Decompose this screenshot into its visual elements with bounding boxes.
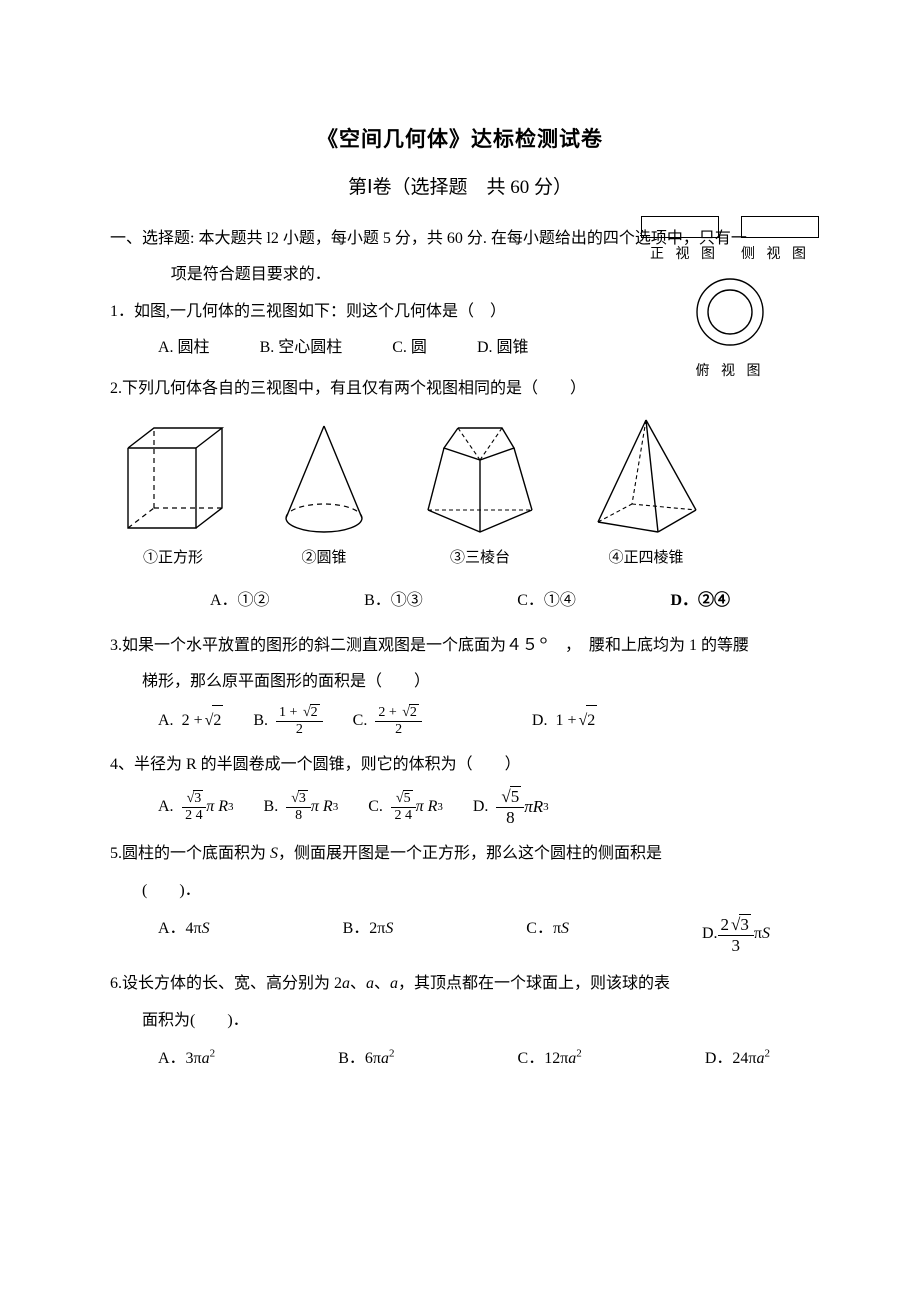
side-view-box bbox=[741, 216, 819, 238]
q4-d-letter: D. bbox=[473, 792, 489, 822]
q6-opt-d: D．24πa2 bbox=[705, 1044, 770, 1074]
q1: 1．如图,一几何体的三视图如下：则这个几何体是（ ） bbox=[110, 297, 810, 327]
doc-subtitle: 第Ⅰ卷（选择题 共 60 分） bbox=[110, 170, 810, 206]
q6-t2: ，其顶点都在一个球面上，则该球的表 bbox=[398, 975, 670, 992]
q2-fig3-label: ③三棱台 bbox=[420, 544, 540, 573]
pyramid-icon bbox=[586, 414, 706, 538]
q3-opt-b: B. 1 + 22 bbox=[253, 704, 322, 738]
q5-opt-c: C．πS bbox=[526, 914, 569, 955]
q6-opt-c: C．12πa2 bbox=[518, 1044, 582, 1074]
q3: 3.如果一个水平放置的图形的斜二测直观图是一个底面为４５ｏ ， 腰和上底均为 1… bbox=[110, 631, 810, 661]
q3-text-1: 3.如果一个水平放置的图形的斜二测直观图是一个底面为４５ bbox=[110, 637, 538, 654]
q5-opt-a: A．4πS bbox=[158, 914, 210, 955]
q3-opt-c: C. 2 + 22 bbox=[353, 704, 422, 738]
q6-a-var: a bbox=[202, 1050, 210, 1067]
q3-b-letter: B. bbox=[253, 706, 268, 736]
q6-line2: 面积为( )． bbox=[110, 1006, 810, 1036]
frustum-icon bbox=[420, 414, 540, 538]
q2-fig1-label: ①正方形 bbox=[118, 544, 228, 573]
q2-opt-b: B．①③ bbox=[364, 586, 423, 616]
q4-a-letter: A. bbox=[158, 792, 174, 822]
q6-d-var: a bbox=[757, 1050, 765, 1067]
q5: 5.圆柱的一个底面积为 S，侧面展开图是一个正方形，那么这个圆柱的侧面积是 bbox=[110, 839, 810, 869]
q6-a2: a bbox=[366, 975, 374, 992]
front-view-box bbox=[641, 216, 719, 238]
q6-s1: 、 bbox=[350, 975, 366, 992]
q6-d-pre: D．24π bbox=[705, 1050, 757, 1067]
q3-opt-d: D. 1 + 2 bbox=[532, 705, 597, 736]
q1-opt-c: C. 圆 bbox=[392, 333, 427, 363]
q3-text-1b: ， 腰和上底均为 1 的等腰 bbox=[549, 637, 749, 654]
q6-s2: 、 bbox=[374, 975, 390, 992]
q2-fig2-label: ②圆锥 bbox=[274, 544, 374, 573]
q6-a-sq: 2 bbox=[210, 1048, 216, 1060]
q6-b-pre: B．6π bbox=[338, 1050, 381, 1067]
q6-b-var: a bbox=[381, 1050, 389, 1067]
q5-d-pre: D. bbox=[702, 925, 718, 942]
doc-title: 《空间几何体》达标检测试卷 bbox=[110, 120, 810, 160]
q3-opt-a: A. 2 + 2 bbox=[158, 705, 223, 736]
q2-opt-c: C．①④ bbox=[517, 586, 576, 616]
side-view-label: 侧 视 图 bbox=[741, 242, 810, 269]
q5-b-pre: B．2π bbox=[343, 920, 386, 937]
q4: 4、半径为 R 的半圆卷成一个圆锥，则它的体积为（ ） bbox=[110, 750, 810, 780]
cube-icon bbox=[118, 418, 228, 538]
q5-paren: ( )． bbox=[110, 876, 810, 906]
q6-c-sq: 2 bbox=[576, 1048, 582, 1060]
q5-c-pre: C．π bbox=[526, 920, 561, 937]
q5-t2: ，侧面展开图是一个正方形，那么这个圆柱的侧面积是 bbox=[278, 845, 662, 862]
q5-a-pre: A．4π bbox=[158, 920, 202, 937]
q4-opt-d: D. 58 πR3 bbox=[473, 786, 549, 827]
q3-c-letter: C. bbox=[353, 706, 368, 736]
q4-opt-a: A. 32 4 π R 3 bbox=[158, 790, 234, 824]
q2-fig4-label: ④正四棱锥 bbox=[586, 544, 706, 573]
q6-d-sq: 2 bbox=[765, 1048, 771, 1060]
front-view-label: 正 视 图 bbox=[650, 242, 719, 269]
q4-c-letter: C. bbox=[368, 792, 383, 822]
q4-opt-b: B. 38 π R 3 bbox=[264, 790, 339, 824]
q5-opt-d: D.233πS bbox=[702, 914, 770, 955]
q3-a-letter: A. bbox=[158, 706, 174, 736]
q1-opt-a: A. 圆柱 bbox=[158, 333, 210, 363]
q6-opt-b: B．6πa2 bbox=[338, 1044, 394, 1074]
cone-icon bbox=[274, 418, 374, 538]
q4-opt-c: C. 52 4 π R 3 bbox=[368, 790, 443, 824]
q6-t1: 6.设长方体的长、宽、高分别为 2 bbox=[110, 975, 342, 992]
q5-opt-b: B．2πS bbox=[343, 914, 394, 955]
q6-a1: a bbox=[342, 975, 350, 992]
q3-line2: 梯形，那么原平面图形的面积是（ ） bbox=[110, 667, 810, 697]
q5-S: S bbox=[270, 845, 278, 862]
q2-opt-d: D．②④ bbox=[670, 586, 730, 616]
q2-opt-a: A．①② bbox=[210, 586, 270, 616]
q6-a3: a bbox=[390, 975, 398, 992]
q4-b-letter: B. bbox=[264, 792, 279, 822]
q6: 6.设长方体的长、宽、高分别为 2a、a、a，其顶点都在一个球面上，则该球的表 bbox=[110, 969, 810, 999]
q5-t1: 5.圆柱的一个底面积为 bbox=[110, 845, 270, 862]
q6-c-pre: C．12π bbox=[518, 1050, 569, 1067]
q2-figures: ①正方形 ②圆锥 ③三棱台 bbox=[110, 414, 810, 573]
q3-d-letter: D. bbox=[532, 706, 548, 736]
q1-opt-d: D. 圆锥 bbox=[477, 333, 529, 363]
q6-opt-a: A．3πa2 bbox=[158, 1044, 215, 1074]
q6-b-sq: 2 bbox=[389, 1048, 395, 1060]
q2: 2.下列几何体各自的三视图中，有且仅有两个视图相同的是（ ） bbox=[110, 374, 810, 404]
q3-deg: ｏ bbox=[538, 635, 549, 647]
q6-a-pre: A．3π bbox=[158, 1050, 202, 1067]
q1-opt-b: B. 空心圆柱 bbox=[260, 333, 343, 363]
